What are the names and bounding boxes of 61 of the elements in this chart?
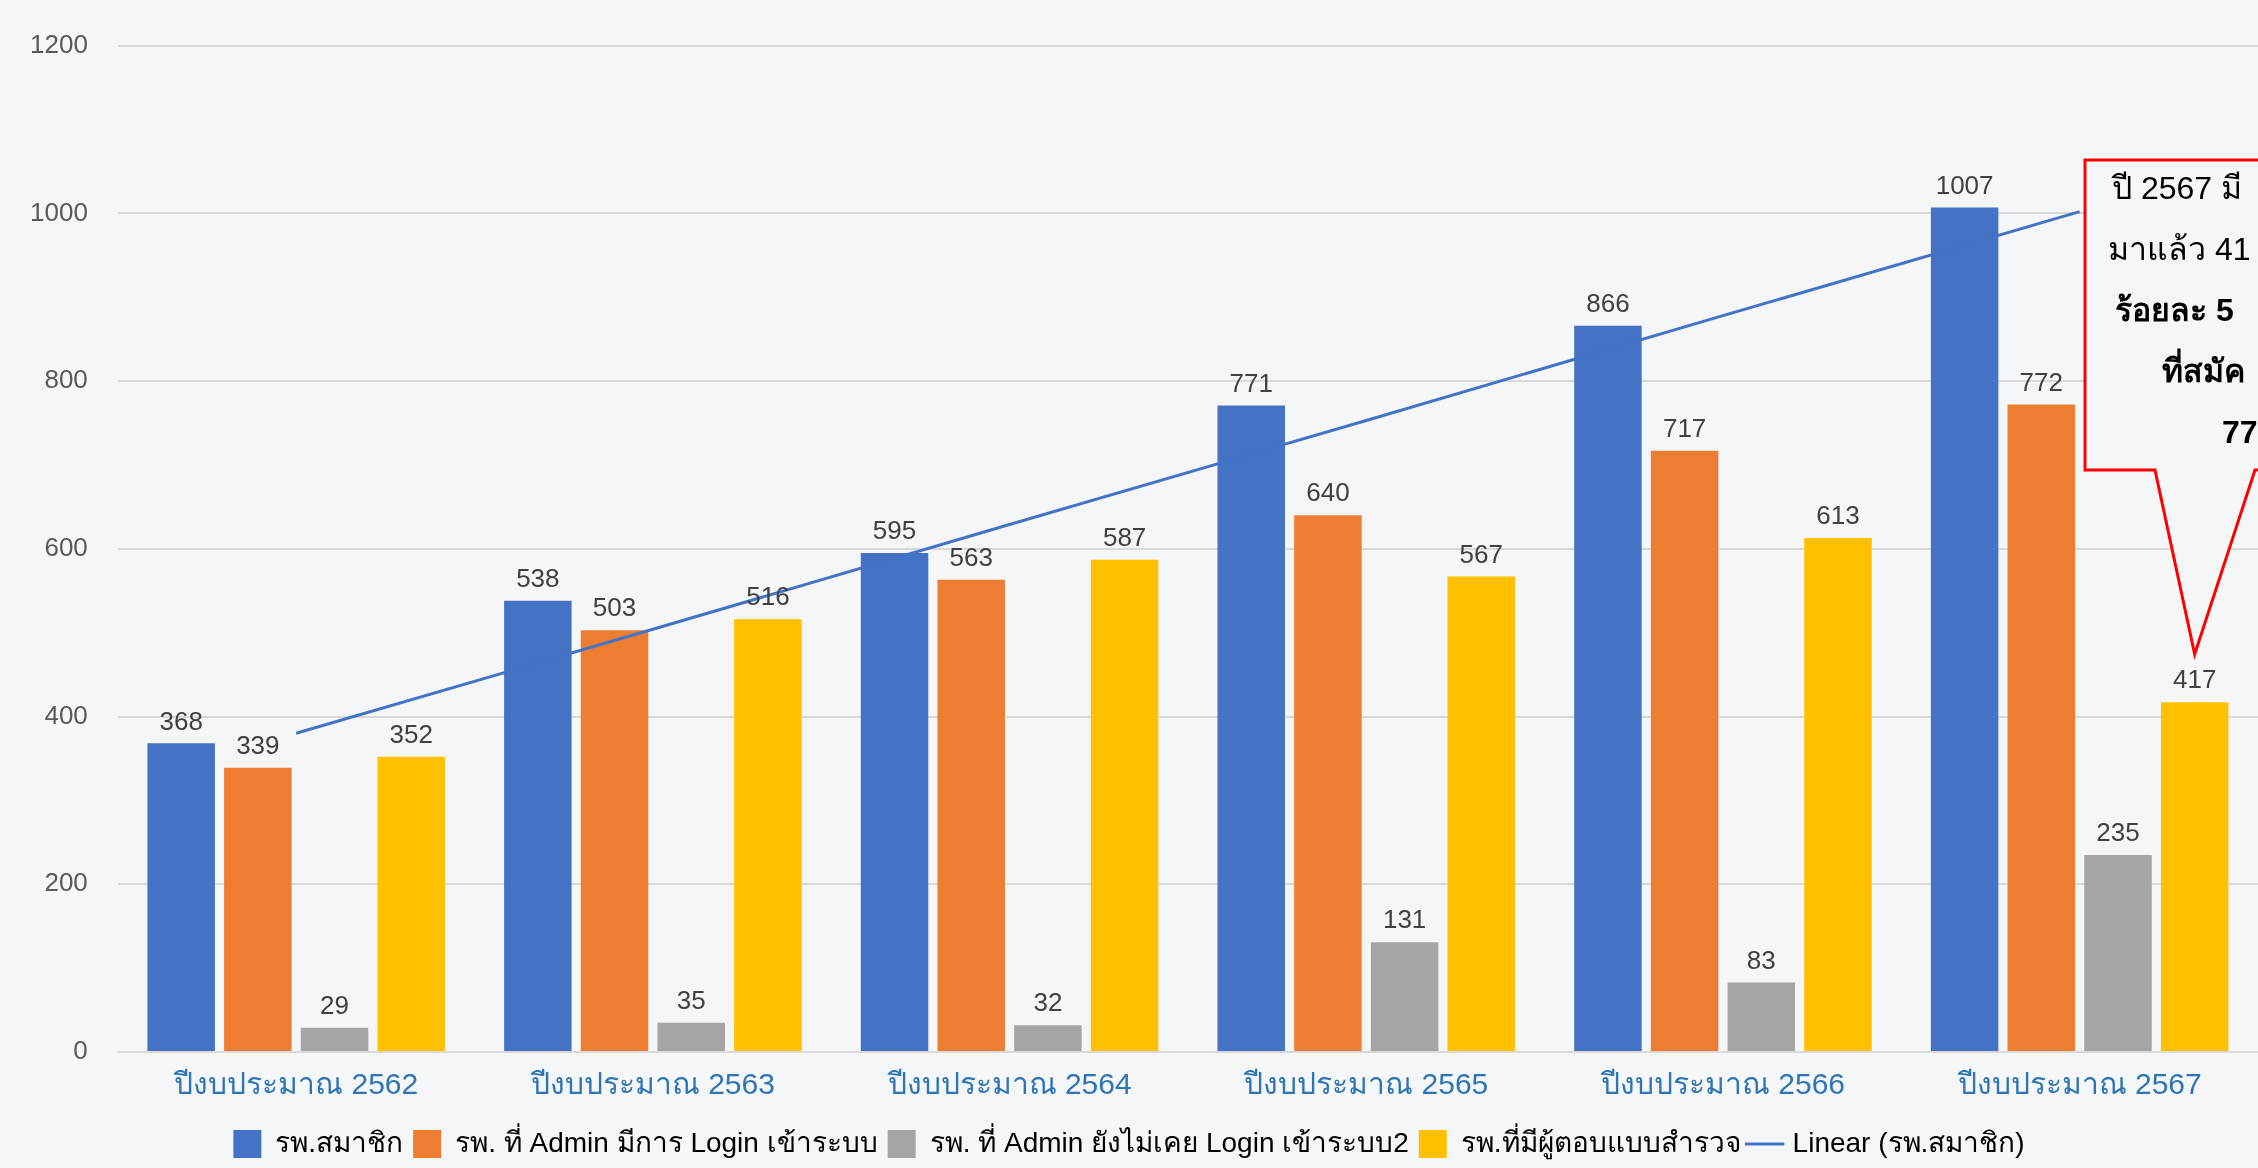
bar xyxy=(1727,982,1796,1051)
bar xyxy=(377,756,445,1051)
bar xyxy=(147,743,215,1051)
data-label: 83 xyxy=(1746,944,1776,975)
bar xyxy=(1370,942,1439,1051)
x-tick-label: ปีงบประมาณ 2564 xyxy=(886,1067,1132,1101)
bar xyxy=(1804,537,1872,1051)
y-tick-label: 400 xyxy=(44,699,88,730)
data-label: 613 xyxy=(1816,500,1860,531)
legend-label: รพ. ที่ Admin มีการ Login เข้าระบบ xyxy=(455,1122,878,1158)
y-tick-label: 800 xyxy=(44,364,88,395)
y-tick-label: 200 xyxy=(44,867,88,898)
data-label: 640 xyxy=(1306,477,1350,508)
bar xyxy=(2084,854,2152,1051)
data-label: 352 xyxy=(389,718,433,749)
bar xyxy=(2160,702,2229,1051)
bar xyxy=(300,1027,369,1051)
legend-label: Linear (รพ.สมาชิก) xyxy=(1792,1126,2025,1158)
x-tick-label: ปีงบประมาณ 2565 xyxy=(1243,1067,1489,1101)
data-label: 771 xyxy=(1229,367,1273,398)
x-tick-label: ปีงบประมาณ 2566 xyxy=(1599,1067,1845,1101)
bar xyxy=(2007,404,2076,1051)
bar xyxy=(1014,1025,1082,1051)
data-label: 772 xyxy=(2019,366,2063,397)
bar xyxy=(1294,515,1362,1051)
x-tick-label: ปีงบประมาณ 2563 xyxy=(529,1067,775,1101)
data-label: 567 xyxy=(1459,538,1503,569)
legend-label: รพ.สมาชิก xyxy=(275,1126,404,1158)
x-tick-label: ปีงบประมาณ 2567 xyxy=(1956,1067,2202,1101)
y-tick-label: 0 xyxy=(73,1035,88,1066)
annotation: ปี 2567 มี มาแล้ว 41 ร้อยละ 5 ที่สมัค 77 xyxy=(2108,169,2258,450)
y-tick-label: 1000 xyxy=(30,196,88,227)
data-label: 29 xyxy=(320,989,349,1020)
bar xyxy=(734,619,802,1051)
bar xyxy=(1090,559,1159,1051)
bar xyxy=(657,1022,725,1051)
legend-label: รพ. ที่ Admin ยังไม่เคย Login เข้าระบบ2 xyxy=(929,1122,1409,1158)
data-label: 503 xyxy=(592,592,637,623)
y-tick-label: 600 xyxy=(44,531,88,562)
data-label: 1007 xyxy=(1935,169,1994,200)
data-label: 35 xyxy=(676,984,706,1015)
bar xyxy=(580,630,649,1051)
legend-label: รพ.ที่มีผู้ตอบแบบสำรวจ xyxy=(1460,1122,1741,1160)
data-label: 235 xyxy=(2096,817,2140,848)
data-label: 563 xyxy=(949,542,993,572)
bar xyxy=(1447,576,1516,1051)
data-label: 717 xyxy=(1662,412,1707,443)
data-label: 32 xyxy=(1033,987,1063,1018)
data-label: 417 xyxy=(2172,664,2217,695)
data-label: 538 xyxy=(516,562,560,593)
bar xyxy=(937,579,1005,1051)
bar xyxy=(1650,450,1719,1051)
data-label: 866 xyxy=(1586,287,1630,318)
bar xyxy=(224,767,292,1051)
data-label: 131 xyxy=(1382,904,1427,935)
y-tick-label: 1200 xyxy=(30,28,88,59)
data-label: 587 xyxy=(1102,521,1147,552)
x-tick-label: ปีงบประมาณ 2562 xyxy=(173,1067,419,1101)
data-label: 595 xyxy=(872,515,917,546)
data-label: 339 xyxy=(236,729,280,760)
data-label: 368 xyxy=(159,705,203,736)
